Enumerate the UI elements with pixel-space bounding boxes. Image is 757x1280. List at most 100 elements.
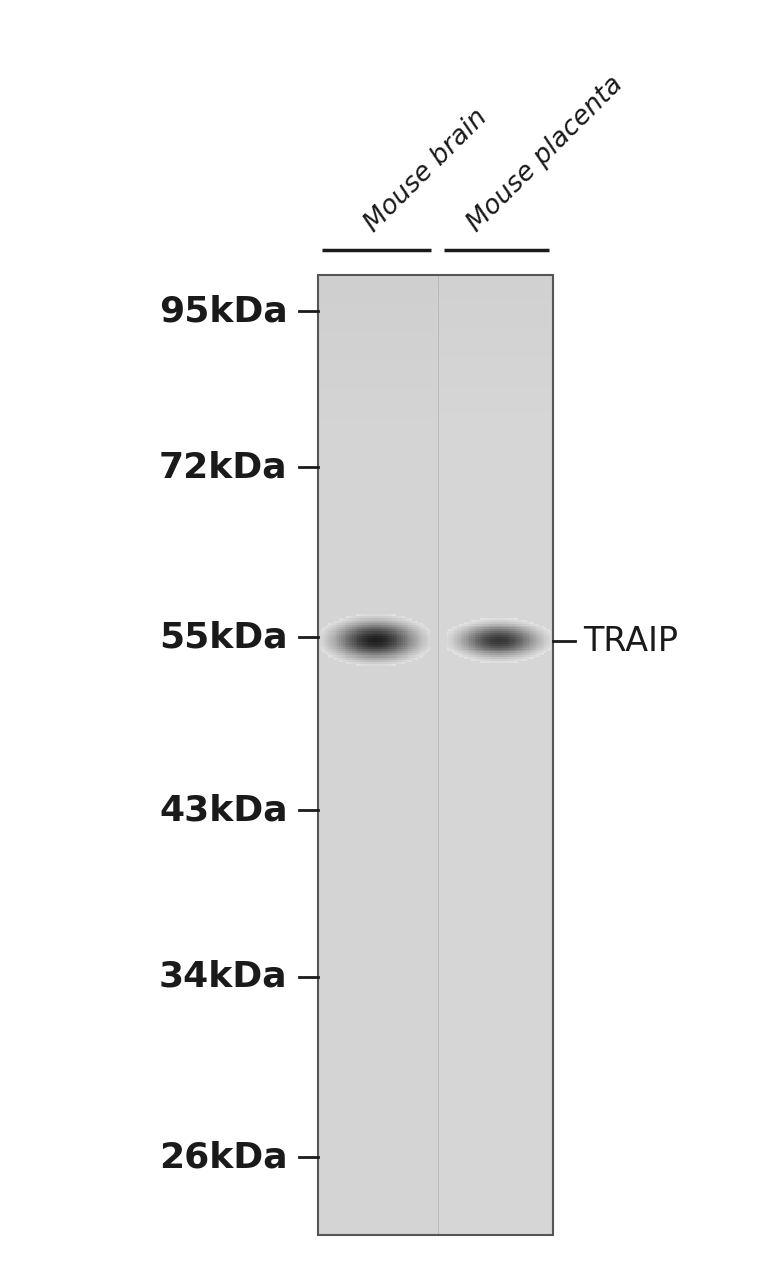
Bar (491, 636, 492, 639)
Bar (366, 645, 369, 646)
Bar (500, 644, 503, 646)
Bar (427, 649, 428, 652)
Bar (527, 627, 528, 630)
Bar (383, 637, 385, 640)
Bar (513, 648, 515, 649)
Bar (460, 627, 463, 630)
Bar (338, 652, 339, 653)
Bar (423, 634, 425, 636)
Bar (378, 630, 379, 631)
Bar (548, 635, 550, 636)
Bar (471, 630, 473, 631)
Bar (334, 627, 335, 630)
Bar (334, 646, 335, 649)
Bar (509, 648, 511, 649)
Bar (506, 660, 508, 663)
Bar (409, 649, 410, 652)
Bar (360, 627, 361, 630)
Bar (543, 652, 544, 653)
Bar (468, 622, 469, 623)
Bar (374, 631, 375, 634)
Bar (387, 640, 388, 643)
Bar (494, 649, 496, 652)
Bar (410, 643, 412, 645)
Bar (548, 634, 550, 635)
Bar (492, 646, 494, 648)
Bar (385, 616, 387, 618)
Bar (357, 643, 360, 645)
Bar (332, 645, 334, 646)
Bar (421, 649, 423, 652)
Bar (321, 645, 322, 646)
Bar (513, 635, 515, 636)
Bar (401, 630, 403, 631)
Bar (354, 627, 356, 630)
Bar (357, 625, 360, 627)
Bar (387, 616, 388, 618)
Bar (548, 631, 550, 634)
Bar (374, 664, 375, 667)
Bar (475, 623, 476, 626)
Bar (488, 626, 491, 627)
Bar (410, 622, 412, 625)
Bar (357, 636, 360, 637)
Bar (475, 659, 476, 660)
Bar (497, 643, 499, 644)
Bar (523, 623, 525, 626)
Bar (525, 649, 527, 652)
Bar (513, 618, 515, 620)
Bar (536, 634, 537, 635)
Bar (488, 655, 491, 657)
Bar (534, 648, 536, 649)
Bar (381, 643, 383, 645)
Bar (378, 631, 379, 634)
Bar (350, 645, 352, 646)
Bar (369, 618, 370, 621)
Bar (365, 643, 366, 645)
Bar (491, 631, 492, 634)
Bar (409, 621, 410, 622)
Bar (506, 635, 508, 636)
Bar (365, 627, 366, 630)
Bar (387, 652, 388, 653)
Bar (348, 622, 350, 625)
Bar (506, 634, 508, 635)
Bar (546, 634, 548, 635)
Bar (543, 635, 544, 636)
Bar (409, 645, 410, 646)
Bar (536, 639, 537, 640)
Bar (405, 627, 407, 630)
Bar (375, 662, 378, 664)
Bar (544, 648, 546, 649)
Bar (352, 653, 354, 655)
Bar (361, 664, 363, 667)
Bar (397, 653, 399, 655)
Bar (385, 658, 387, 660)
Bar (329, 622, 330, 625)
Bar (508, 655, 509, 657)
Bar (537, 626, 539, 627)
Bar (356, 640, 357, 643)
Bar (360, 646, 361, 649)
Bar (464, 640, 466, 643)
Bar (394, 625, 396, 627)
Bar (392, 614, 394, 616)
Bar (499, 639, 500, 640)
Bar (394, 621, 396, 622)
Bar (496, 648, 497, 649)
Bar (332, 625, 334, 627)
Bar (531, 643, 532, 644)
Bar (475, 640, 476, 643)
Bar (463, 639, 464, 640)
Bar (396, 662, 397, 664)
Bar (534, 623, 536, 626)
Bar (453, 626, 456, 627)
Bar (372, 645, 374, 646)
Bar (344, 649, 347, 652)
Bar (354, 631, 356, 634)
Bar (528, 653, 531, 655)
Bar (476, 655, 478, 657)
Bar (343, 627, 344, 630)
Bar (534, 639, 536, 640)
Bar (419, 625, 421, 627)
